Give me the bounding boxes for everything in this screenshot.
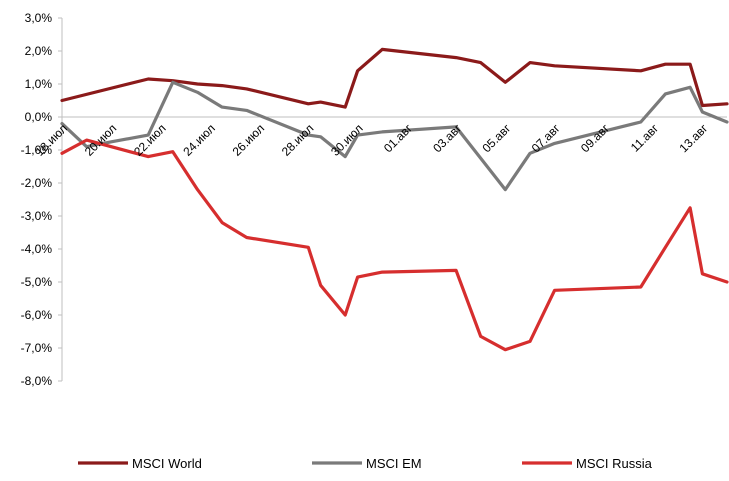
legend-label-msci-em: MSCI EM <box>366 456 422 471</box>
y-tick-label: -3,0% <box>21 209 53 223</box>
y-tick-label: -6,0% <box>21 308 53 322</box>
y-tick-label: 3,0% <box>25 11 53 25</box>
y-tick-label: -4,0% <box>21 242 53 256</box>
series-line-msci-world <box>60 47 729 109</box>
y-tick-label: 0,0% <box>25 110 53 124</box>
axes: 3,0% 2,0% 1,0% 0,0% -1,0% -2,0% -3,0% -4,0% -5,0… <box>21 11 727 388</box>
y-tick-label: -2,0% <box>21 176 53 190</box>
x-tick-label: 07.авг <box>529 121 563 155</box>
y-tick-label: 1,0% <box>25 77 53 91</box>
legend-label-msci-russia: MSCI Russia <box>576 456 653 471</box>
series-lines <box>60 47 729 352</box>
series-line-msci-em <box>60 80 729 192</box>
y-tick-label: -5,0% <box>21 275 53 289</box>
y-tick-label: 2,0% <box>25 44 53 58</box>
series-line-msci-russia <box>60 138 729 352</box>
y-tick-label: -1,0% <box>21 143 53 157</box>
x-tick-label: 09.авг <box>578 121 612 155</box>
x-tick-label: 26.июл <box>230 121 268 159</box>
legend: MSCI World MSCI EM MSCI Russia <box>78 456 653 471</box>
x-tick-label: 24.июл <box>180 121 218 159</box>
x-tick-label: 11.авг <box>628 121 662 155</box>
x-tick-label: 13.авг <box>676 121 710 155</box>
x-tick-label: 01.авг <box>381 121 415 155</box>
x-tick-label: 05.авг <box>479 121 513 155</box>
y-tick-label: -8,0% <box>21 374 53 388</box>
y-tick-label: -7,0% <box>21 341 53 355</box>
legend-label-msci-world: MSCI World <box>132 456 202 471</box>
